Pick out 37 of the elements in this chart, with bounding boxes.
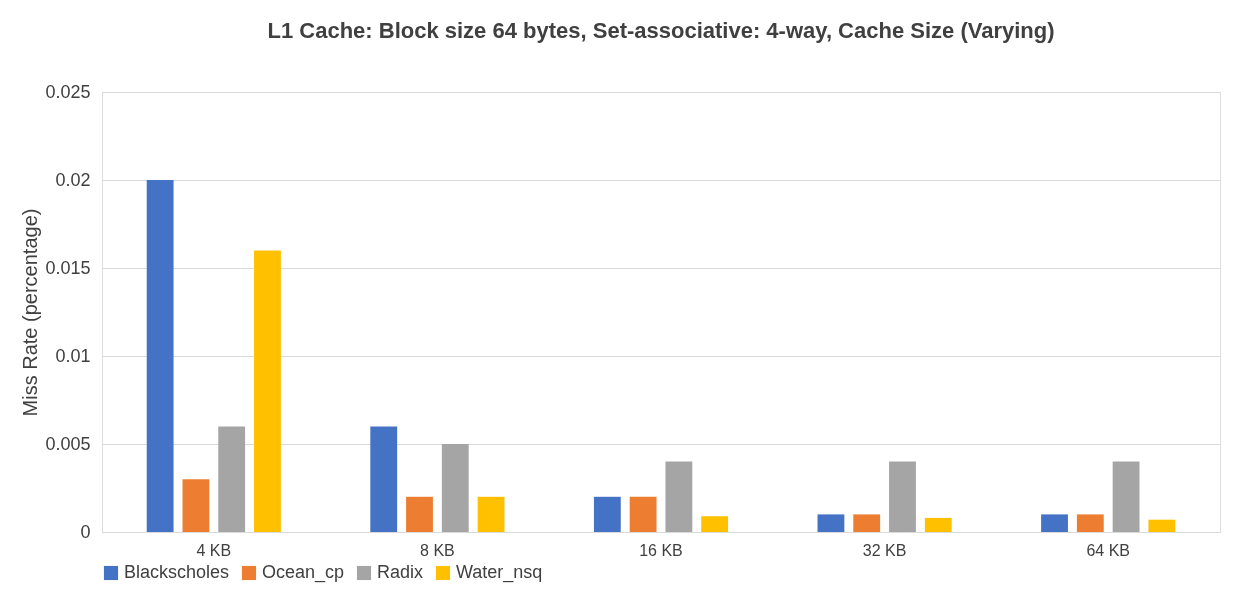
x-tick-label: 8 KB [420,541,455,559]
chart-title: L1 Cache: Block size 64 bytes, Set-associative: 4-way, Cache Size (Varying) [267,18,1055,43]
bar [665,461,693,532]
y-tick-label: 0 [80,521,91,542]
bar [406,496,433,532]
legend-label: Ocean_cp [262,562,345,583]
legend-label: Water_nsq [456,562,543,583]
x-tick-label: 64 KB [1086,541,1130,559]
bar [924,517,952,532]
bar [1076,514,1104,532]
bar [817,514,845,532]
bar [477,496,505,532]
bar [853,514,881,532]
y-tick-label: 0.02 [55,169,91,190]
y-tick-label: 0.005 [45,433,91,454]
bar [254,250,281,532]
bar [889,461,916,532]
y-axis-title: Miss Rate (percentage) [19,208,42,417]
legend-label: Radix [377,562,424,582]
y-tick-label: 0.01 [55,345,91,366]
bar [1041,514,1068,532]
legend-label: Blackscholes [124,562,230,582]
bar [218,426,246,532]
y-tick-label: 0.015 [45,257,91,278]
bar [370,426,398,532]
bar [701,516,729,532]
bar [146,180,174,532]
bar [593,496,621,532]
x-tick-label: 32 KB [862,541,907,559]
bar [1148,519,1176,532]
x-tick-label: 16 KB [639,541,683,559]
y-tick-label: 0.025 [45,81,91,102]
x-tick-label: 4 KB [196,541,232,559]
bar [1112,461,1140,532]
bar [182,479,210,532]
bar [441,444,469,532]
bar [629,496,657,532]
